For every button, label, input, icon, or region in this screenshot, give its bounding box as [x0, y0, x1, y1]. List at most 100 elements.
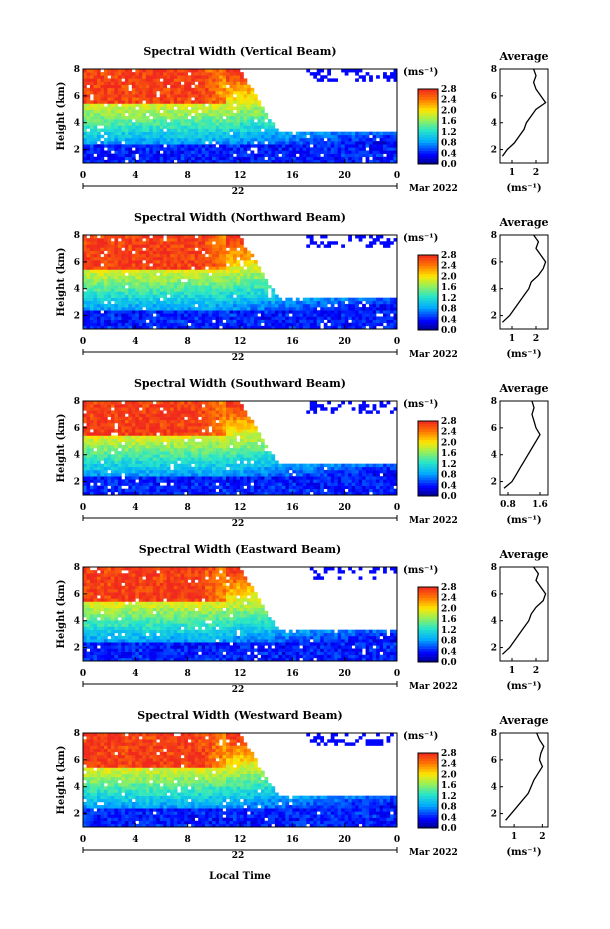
- heatmap-cell: [184, 100, 188, 104]
- heatmap-cell: [191, 404, 195, 408]
- heatmap-cell: [243, 303, 248, 308]
- heatmap-cell: [86, 100, 91, 104]
- heatmap-cell: [166, 106, 171, 111]
- heatmap-cell: [145, 128, 150, 132]
- heatmap-cell: [170, 485, 175, 490]
- heatmap-cell: [285, 134, 290, 139]
- heatmap-cell: [114, 448, 119, 452]
- heatmap-cell: [170, 260, 175, 264]
- heatmap-cell: [135, 97, 140, 101]
- heatmap-cell: [334, 316, 338, 320]
- heatmap-cell: [184, 463, 188, 468]
- heatmap-cell: [110, 491, 115, 496]
- heatmap-cell: [274, 319, 279, 324]
- heatmap-cell: [219, 141, 223, 145]
- heatmap-cell: [138, 297, 143, 302]
- heatmap-cell: [96, 134, 101, 139]
- heatmap-cell: [156, 410, 161, 414]
- heatmap-cell: [103, 131, 108, 136]
- heatmap-cell: [89, 473, 94, 477]
- heatmap-cell: [226, 109, 230, 114]
- heatmap-cell: [163, 84, 168, 89]
- heatmap-cell: [170, 87, 175, 92]
- heatmap-cell: [260, 122, 265, 126]
- heatmap-cell: [208, 109, 213, 114]
- heatmap-cell: [163, 260, 168, 264]
- heatmap-cell: [184, 90, 188, 95]
- heatmap-cell: [138, 153, 143, 158]
- heatmap-cell: [93, 141, 98, 145]
- heatmap-cell: [100, 75, 105, 79]
- heatmap-cell: [302, 137, 307, 142]
- heatmap-cell: [194, 463, 199, 468]
- heatmap-cell: [142, 285, 147, 289]
- heatmap-cell: [219, 109, 223, 114]
- heatmap-cell: [177, 448, 181, 452]
- heatmap-cell: [107, 153, 112, 158]
- heatmap-cell: [124, 134, 129, 139]
- heatmap-cell: [86, 78, 91, 82]
- heatmap-cell: [138, 247, 143, 251]
- heatmap-cell: [131, 247, 136, 251]
- heatmap-cell: [159, 116, 164, 120]
- heatmap-cell: [103, 100, 108, 104]
- heatmap-cell: [187, 407, 192, 411]
- heatmap-cell: [330, 141, 335, 145]
- heatmap-cell: [177, 438, 181, 443]
- heatmap-cell: [156, 300, 161, 305]
- heatmap-cell: [240, 156, 244, 161]
- heatmap-cell: [117, 250, 122, 255]
- heatmap-cell: [89, 322, 94, 327]
- heatmap-cell: [100, 325, 105, 330]
- heatmap-cell: [208, 75, 213, 79]
- heatmap-cell: [184, 426, 188, 430]
- heatmap-cell: [309, 316, 314, 320]
- heatmap-cell: [194, 141, 199, 145]
- heatmap-cell: [145, 294, 150, 298]
- heatmap-cell: [264, 291, 269, 295]
- heatmap-cell: [170, 150, 175, 154]
- heatmap-cell: [184, 103, 188, 107]
- heatmap-cell: [156, 253, 161, 258]
- heatmap-cell: [114, 282, 119, 286]
- heatmap-cell: [163, 75, 168, 79]
- heatmap-cell: [93, 235, 98, 239]
- heatmap-cell: [257, 266, 262, 270]
- heatmap-cell: [114, 72, 119, 76]
- heatmap-cell: [86, 159, 91, 164]
- heatmap-cell: [355, 235, 359, 239]
- heatmap-cell: [393, 131, 398, 136]
- heatmap-cell: [121, 131, 126, 136]
- heatmap-cell: [257, 159, 262, 164]
- heatmap-cell: [177, 260, 181, 264]
- heatmap-cell: [117, 253, 122, 258]
- heatmap-cell: [341, 325, 345, 330]
- heatmap-cell: [205, 147, 209, 151]
- heatmap-cell: [89, 90, 94, 95]
- heatmap-cell: [152, 250, 157, 255]
- heatmap-cell: [86, 325, 91, 330]
- heatmap-cell: [309, 235, 314, 239]
- heatmap-cell: [121, 426, 126, 430]
- heatmap-cell: [117, 78, 122, 82]
- heatmap-cell: [96, 410, 101, 414]
- heatmap-cell: [128, 432, 133, 436]
- heatmap-cell: [110, 141, 115, 145]
- heatmap-cell: [257, 131, 262, 136]
- heatmap-cell: [163, 404, 168, 408]
- heatmap-cell: [159, 97, 164, 101]
- heatmap-cell: [274, 131, 279, 136]
- heatmap-cell: [369, 141, 373, 145]
- heatmap-cell: [138, 109, 143, 114]
- heatmap-cell: [187, 488, 192, 493]
- heatmap-cell: [215, 141, 220, 145]
- heatmap-cell: [302, 150, 307, 154]
- heatmap-cell: [194, 125, 199, 129]
- heatmap-cell: [138, 319, 143, 324]
- heatmap-cell: [243, 112, 248, 117]
- heatmap-cell: [96, 131, 101, 136]
- heatmap-cell: [260, 291, 265, 295]
- heatmap-cell: [187, 131, 192, 136]
- heatmap-cell: [149, 448, 154, 452]
- heatmap-cell: [173, 463, 178, 468]
